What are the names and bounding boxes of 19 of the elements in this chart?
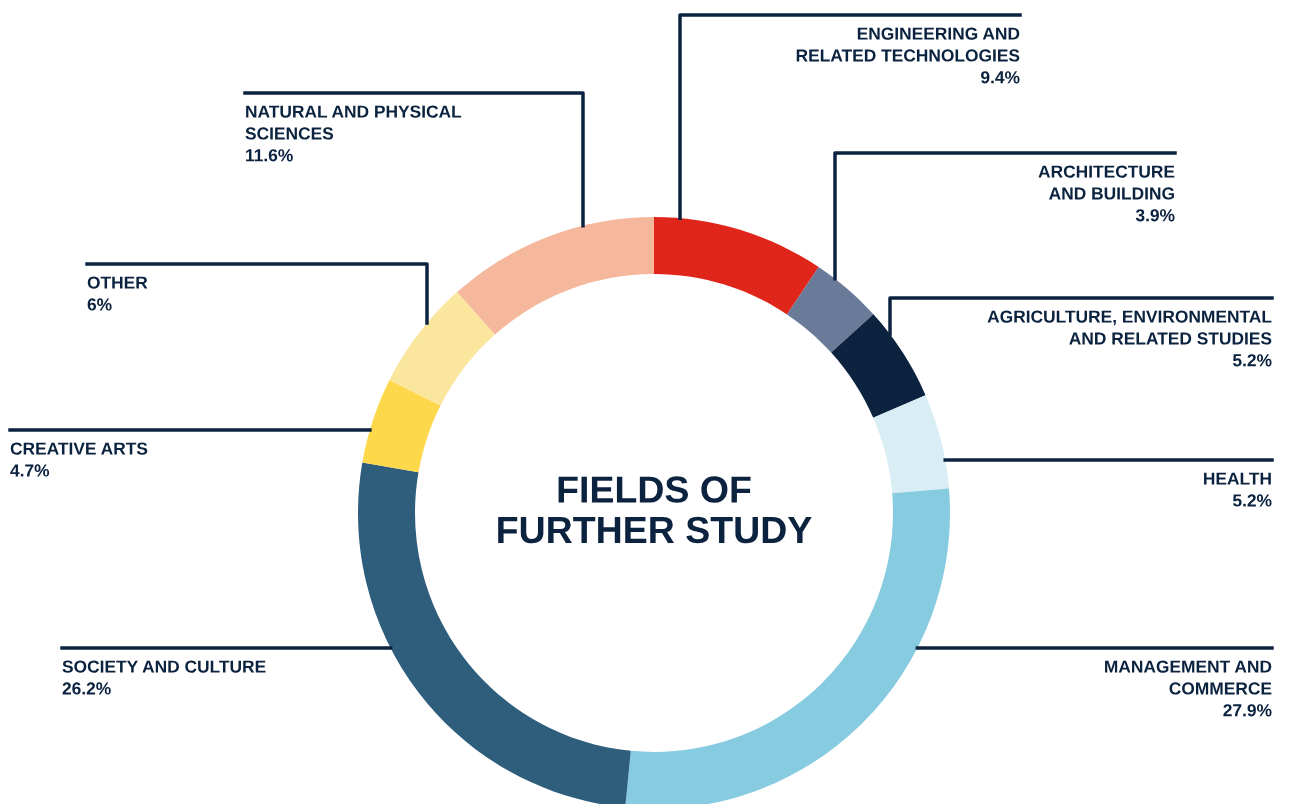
data-label: 9.4% xyxy=(981,71,1020,84)
data-label: 3.9% xyxy=(1135,209,1175,222)
slice-label: SOCIETY AND CULTURE xyxy=(62,660,266,673)
slice-label: MANAGEMENT AND COMMERCE xyxy=(1105,660,1272,695)
slice-label: NATURAL AND PHYSICAL SCIENCES xyxy=(245,105,462,140)
data-label: 4.7% xyxy=(10,464,50,477)
data-label: 5.2% xyxy=(1232,494,1272,507)
slice-label: OTHER xyxy=(87,276,148,289)
slice-label: HEALTH xyxy=(1204,472,1271,485)
data-label: 27.9% xyxy=(1223,704,1272,717)
text: FIELDS OF FURTHER STUDY xyxy=(498,476,812,544)
data-label: 6% xyxy=(87,298,112,311)
data-label: 5.2% xyxy=(1232,354,1272,367)
slice-label: ARCHITECTURE AND BUILDING xyxy=(1038,165,1175,200)
slice-label: CREATIVE ARTS xyxy=(10,442,148,455)
slice-label: ENGINEERING AND RELATED TECHNOLOGIES xyxy=(796,27,1020,62)
data-label: 11.6% xyxy=(246,149,293,162)
data-label: 26.2% xyxy=(62,682,111,695)
slice-label: AGRICULTURE, ENVIRONMENTAL AND RELATED STUDIES xyxy=(987,310,1272,345)
